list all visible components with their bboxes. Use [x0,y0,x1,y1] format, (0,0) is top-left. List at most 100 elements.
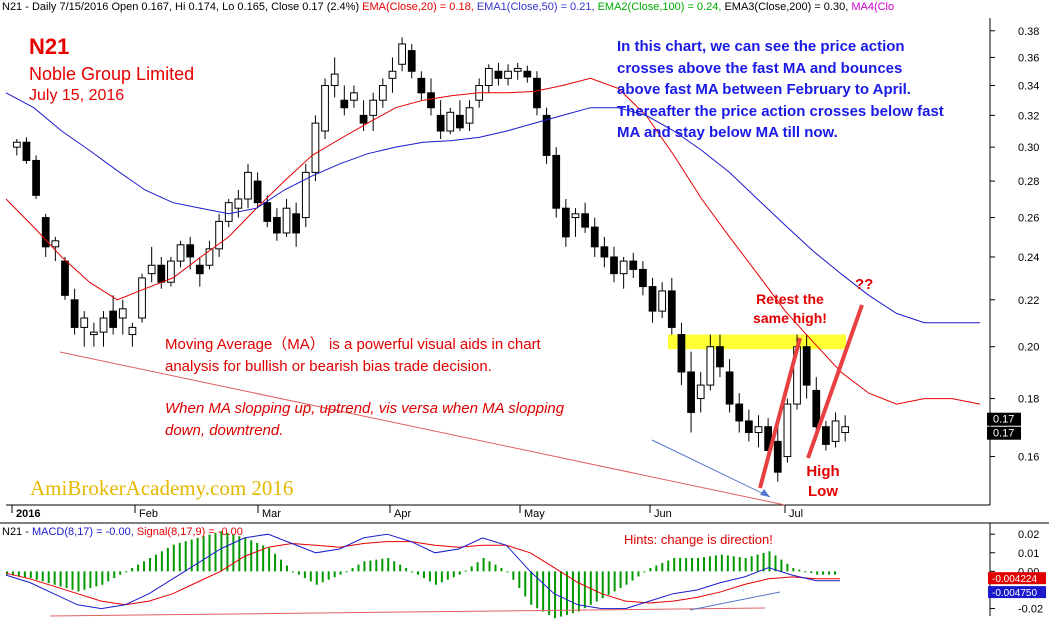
y-tick-label: 0.16 [1018,452,1039,464]
candle-body [744,420,753,434]
macd-tick-label: -0.02 [1018,604,1043,616]
macd-histogram-bar [762,552,765,572]
macd-histogram-bar [649,568,652,572]
trend-line [59,351,786,506]
candle-body [552,154,561,209]
macd-histogram-bar [577,571,580,612]
macd-signal-line [5,541,840,606]
macd-histogram-bar [41,571,44,582]
macd-histogram-bar [411,571,414,573]
candle-body [109,310,118,328]
x-tick-label: Feb [139,508,158,520]
candle-body [629,260,638,270]
macd-histogram-bar [244,537,247,572]
candle-body [581,213,589,228]
candle-body [600,246,609,258]
macd-histogram-bar [667,560,670,572]
candle-body [138,277,146,319]
candle-body [590,226,599,248]
macd-histogram-bar [309,571,312,582]
header-ema100: EMA2(Close,100) = 0.24, [594,1,722,13]
macd-histogram-bar [804,571,807,573]
macd-histogram-bar [303,571,306,579]
x-tick-label: 2016 [16,508,40,520]
macd-histogram-bar [494,564,497,572]
macd-histogram-bar [476,562,479,572]
macd-histogram-bar [256,542,259,572]
x-tick-label: Mar [262,508,281,520]
macd-histogram-bar [601,571,604,599]
macd-histogram-bar [786,563,789,572]
macd-histogram-bar [160,551,163,572]
candle-body [359,114,368,124]
macd-histogram-bar [220,531,223,572]
candle-body [340,99,349,109]
ema20-line [5,77,981,405]
macd-header-signal: Signal(8,17,9) = -0.00 [133,526,243,538]
macd-histogram-bar [726,555,729,572]
candle-body [99,317,108,333]
candle-body [263,202,272,222]
macd-histogram-bar [315,571,318,585]
retest-line [758,337,802,489]
annotation-hints: Hints: change is direction! [624,532,773,547]
candle-body [754,426,763,434]
last-price-label: 0.17 [993,414,1014,426]
y-tick-label: 0.26 [1018,213,1039,225]
candle-body [80,317,89,328]
macd-histogram-bar [428,571,431,582]
macd-histogram-bar [434,571,437,585]
macd-header-macd: MACD(8,17) = -0.00, [31,526,134,538]
macd-histogram-bar [822,571,825,575]
macd-histogram-bar [619,571,622,589]
macd-histogram-bar [393,561,396,572]
candle-body [253,180,262,204]
macd-histogram-bar [280,559,283,572]
candle-body [773,440,782,473]
candle-body [533,77,541,109]
macd-histogram-bar [166,547,169,572]
macd-histogram-bar [691,557,694,572]
candle-body [292,213,301,234]
macd-histogram-bar [643,571,646,573]
macd-histogram-bar [59,571,62,587]
ticker-symbol: N21 [29,34,70,59]
macd-histogram-bar [613,571,616,592]
chart-date: July 15, 2016 [29,87,125,104]
macd-histogram-bar [607,571,610,595]
candle-body [282,207,291,234]
y-tick-label: 0.36 [1018,52,1039,64]
macd-histogram-bar [190,539,193,572]
macd-histogram-bar [47,571,50,584]
last-price-box [987,426,1021,440]
macd-histogram-bar [458,571,461,575]
macd-value-label: -0.004224 [992,574,1037,585]
macd-histogram-bar [518,571,521,589]
macd-histogram-bar [143,561,146,572]
macd-line [5,533,840,610]
macd-tick-label: 0.01 [1018,548,1039,560]
candlesticks [12,37,850,482]
candle-body [330,73,339,87]
candle-body [783,403,792,458]
macd-histogram-bar [107,571,110,582]
candle-body [561,207,570,238]
candle-body [51,240,60,248]
macd-histogram-bar [554,571,557,619]
macd-histogram-bar [357,564,360,572]
annotation-high: High [806,463,840,480]
x-tick-label: Apr [394,508,411,520]
macd-histogram-bar [208,534,211,572]
macd-histogram-bar [625,571,628,585]
macd-histogram-bar [226,532,229,572]
candle-body [484,67,493,87]
candle-body [725,371,734,405]
macd-histogram-bar [23,571,26,578]
candle-body [398,43,406,65]
macd-histogram-bar [321,571,324,583]
macd-histogram-bar [405,568,408,572]
macd-histogram-bar [17,571,20,577]
macd-histogram-bar [464,570,467,572]
y-tick-label: 0.20 [1018,342,1039,354]
